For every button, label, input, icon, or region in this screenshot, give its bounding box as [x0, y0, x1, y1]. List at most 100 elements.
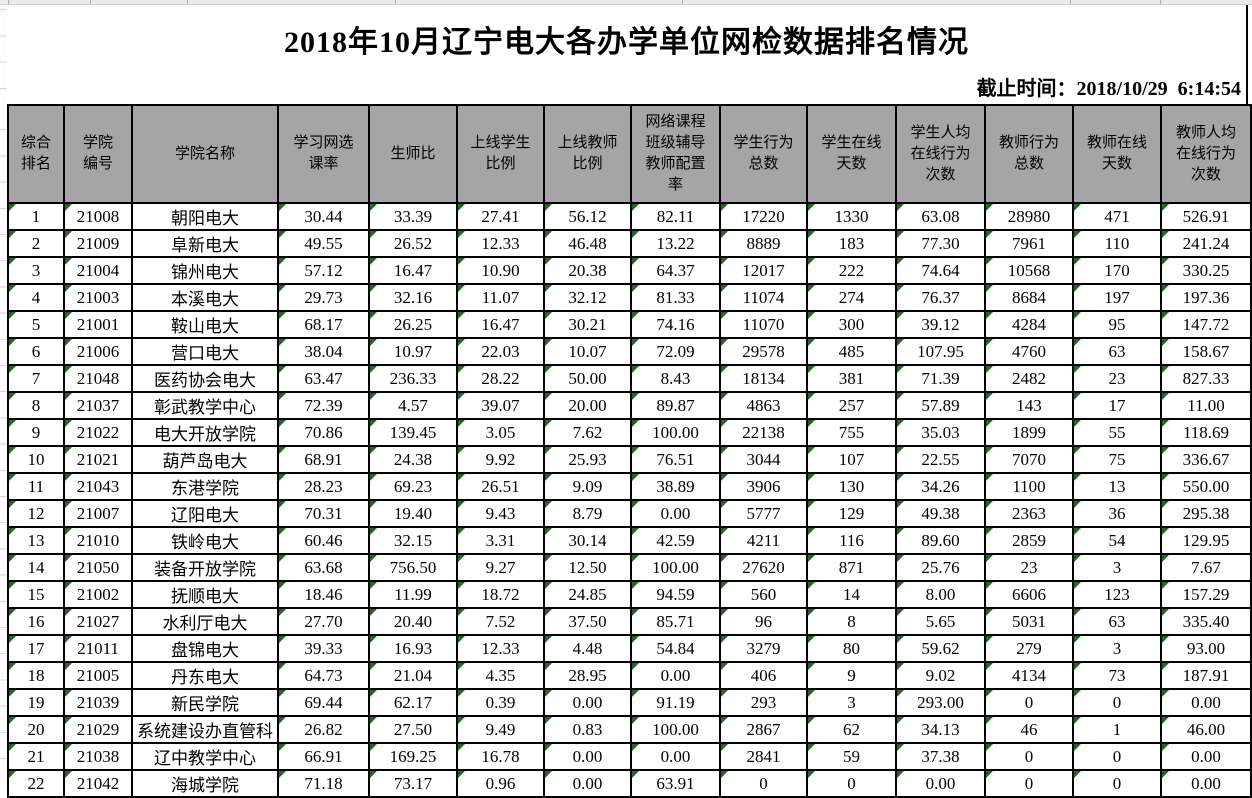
cell-online-teacher-ratio[interactable]: 30.14: [543, 526, 632, 555]
cell-student-online-days[interactable]: 222: [806, 256, 897, 285]
cell-college-id[interactable]: 21037: [63, 391, 133, 420]
cell-teacher-avg-online-behaviors[interactable]: 7.67: [1160, 553, 1252, 582]
cell-student-teacher-ratio[interactable]: 73.17: [368, 769, 458, 798]
cell-college-id[interactable]: 21009: [63, 229, 133, 258]
cell-course-selection-rate[interactable]: 57.12: [277, 256, 370, 285]
cell-college-name[interactable]: 铁岭电大: [131, 526, 279, 555]
cell-student-behavior-total[interactable]: 11074: [719, 283, 808, 312]
cell-college-name[interactable]: 电大开放学院: [131, 418, 279, 447]
cell-student-online-days[interactable]: 755: [806, 418, 897, 447]
cell-college-name[interactable]: 丹东电大: [131, 661, 279, 690]
cell-student-teacher-ratio[interactable]: 26.25: [368, 310, 458, 339]
cell-teacher-online-days[interactable]: 55: [1072, 418, 1162, 447]
cell-course-selection-rate[interactable]: 49.55: [277, 229, 370, 258]
cell-rank[interactable]: 5: [7, 310, 65, 339]
cell-tutor-allocation-rate[interactable]: 74.16: [630, 310, 721, 339]
cell-teacher-online-days[interactable]: 1: [1072, 715, 1162, 744]
cell-college-name[interactable]: 锦州电大: [131, 256, 279, 285]
cell-online-teacher-ratio[interactable]: 10.07: [543, 337, 632, 366]
cell-teacher-behavior-total[interactable]: 10568: [984, 256, 1074, 285]
cell-student-teacher-ratio[interactable]: 16.47: [368, 256, 458, 285]
cell-student-behavior-total[interactable]: 3044: [719, 445, 808, 474]
cell-online-teacher-ratio[interactable]: 30.21: [543, 310, 632, 339]
column-header-student-avg-online-behaviors[interactable]: 学生人均 在线行为 次数: [895, 104, 986, 204]
cell-teacher-behavior-total[interactable]: 0: [984, 769, 1074, 798]
cell-online-student-ratio[interactable]: 27.41: [456, 202, 545, 231]
cell-student-teacher-ratio[interactable]: 33.39: [368, 202, 458, 231]
cell-rank[interactable]: 2: [7, 229, 65, 258]
cell-student-online-days[interactable]: 300: [806, 310, 897, 339]
cell-online-student-ratio[interactable]: 26.51: [456, 472, 545, 501]
cell-student-behavior-total[interactable]: 8889: [719, 229, 808, 258]
cell-rank[interactable]: 13: [7, 526, 65, 555]
cell-online-teacher-ratio[interactable]: 46.48: [543, 229, 632, 258]
cell-teacher-behavior-total[interactable]: 2482: [984, 364, 1074, 393]
cell-teacher-online-days[interactable]: 36: [1072, 499, 1162, 528]
cell-tutor-allocation-rate[interactable]: 76.51: [630, 445, 721, 474]
cell-online-teacher-ratio[interactable]: 4.48: [543, 634, 632, 663]
cell-college-id[interactable]: 21005: [63, 661, 133, 690]
cell-online-student-ratio[interactable]: 9.43: [456, 499, 545, 528]
cell-student-teacher-ratio[interactable]: 169.25: [368, 742, 458, 771]
cell-student-online-days[interactable]: 129: [806, 499, 897, 528]
cell-student-teacher-ratio[interactable]: 19.40: [368, 499, 458, 528]
cell-student-avg-online-behaviors[interactable]: 25.76: [895, 553, 986, 582]
cell-teacher-avg-online-behaviors[interactable]: 336.67: [1160, 445, 1252, 474]
cell-student-teacher-ratio[interactable]: 16.93: [368, 634, 458, 663]
cell-student-online-days[interactable]: 14: [806, 580, 897, 609]
cell-course-selection-rate[interactable]: 29.73: [277, 283, 370, 312]
cell-college-id[interactable]: 21004: [63, 256, 133, 285]
cell-rank[interactable]: 14: [7, 553, 65, 582]
cell-course-selection-rate[interactable]: 26.82: [277, 715, 370, 744]
cell-teacher-behavior-total[interactable]: 7070: [984, 445, 1074, 474]
cell-college-id[interactable]: 21002: [63, 580, 133, 609]
cell-student-avg-online-behaviors[interactable]: 59.62: [895, 634, 986, 663]
cell-teacher-behavior-total[interactable]: 1100: [984, 472, 1074, 501]
cell-online-student-ratio[interactable]: 18.72: [456, 580, 545, 609]
cell-online-teacher-ratio[interactable]: 56.12: [543, 202, 632, 231]
cell-student-behavior-total[interactable]: 560: [719, 580, 808, 609]
cell-course-selection-rate[interactable]: 72.39: [277, 391, 370, 420]
cell-college-name[interactable]: 本溪电大: [131, 283, 279, 312]
cell-student-online-days[interactable]: 116: [806, 526, 897, 555]
cell-college-name[interactable]: 装备开放学院: [131, 553, 279, 582]
cell-rank[interactable]: 18: [7, 661, 65, 690]
cell-online-student-ratio[interactable]: 3.31: [456, 526, 545, 555]
cell-student-avg-online-behaviors[interactable]: 9.02: [895, 661, 986, 690]
cell-tutor-allocation-rate[interactable]: 100.00: [630, 553, 721, 582]
cell-student-online-days[interactable]: 183: [806, 229, 897, 258]
cell-online-student-ratio[interactable]: 9.92: [456, 445, 545, 474]
cell-teacher-online-days[interactable]: 123: [1072, 580, 1162, 609]
cell-tutor-allocation-rate[interactable]: 54.84: [630, 634, 721, 663]
cell-teacher-online-days[interactable]: 54: [1072, 526, 1162, 555]
cell-rank[interactable]: 9: [7, 418, 65, 447]
cell-student-online-days[interactable]: 59: [806, 742, 897, 771]
cell-college-name[interactable]: 新民学院: [131, 688, 279, 717]
cell-college-name[interactable]: 朝阳电大: [131, 202, 279, 231]
cell-teacher-behavior-total[interactable]: 143: [984, 391, 1074, 420]
cell-teacher-behavior-total[interactable]: 279: [984, 634, 1074, 663]
cell-tutor-allocation-rate[interactable]: 63.91: [630, 769, 721, 798]
column-header-course-selection-rate[interactable]: 学习网选 课率: [277, 104, 370, 204]
cell-online-teacher-ratio[interactable]: 37.50: [543, 607, 632, 636]
cell-course-selection-rate[interactable]: 39.33: [277, 634, 370, 663]
cell-teacher-behavior-total[interactable]: 46: [984, 715, 1074, 744]
cell-student-online-days[interactable]: 485: [806, 337, 897, 366]
cell-college-id[interactable]: 21029: [63, 715, 133, 744]
column-header-teacher-online-days[interactable]: 教师在线 天数: [1072, 104, 1162, 204]
cell-teacher-avg-online-behaviors[interactable]: 118.69: [1160, 418, 1252, 447]
cell-teacher-avg-online-behaviors[interactable]: 187.91: [1160, 661, 1252, 690]
cell-rank[interactable]: 22: [7, 769, 65, 798]
cell-online-teacher-ratio[interactable]: 20.00: [543, 391, 632, 420]
cell-online-student-ratio[interactable]: 16.78: [456, 742, 545, 771]
cell-teacher-online-days[interactable]: 17: [1072, 391, 1162, 420]
cell-student-avg-online-behaviors[interactable]: 71.39: [895, 364, 986, 393]
cell-online-teacher-ratio[interactable]: 24.85: [543, 580, 632, 609]
cell-student-online-days[interactable]: 3: [806, 688, 897, 717]
cell-online-teacher-ratio[interactable]: 0.00: [543, 688, 632, 717]
cell-student-behavior-total[interactable]: 4863: [719, 391, 808, 420]
cell-teacher-behavior-total[interactable]: 0: [984, 742, 1074, 771]
cell-online-student-ratio[interactable]: 39.07: [456, 391, 545, 420]
cell-college-name[interactable]: 阜新电大: [131, 229, 279, 258]
column-header-college-name[interactable]: 学院名称: [131, 104, 279, 204]
